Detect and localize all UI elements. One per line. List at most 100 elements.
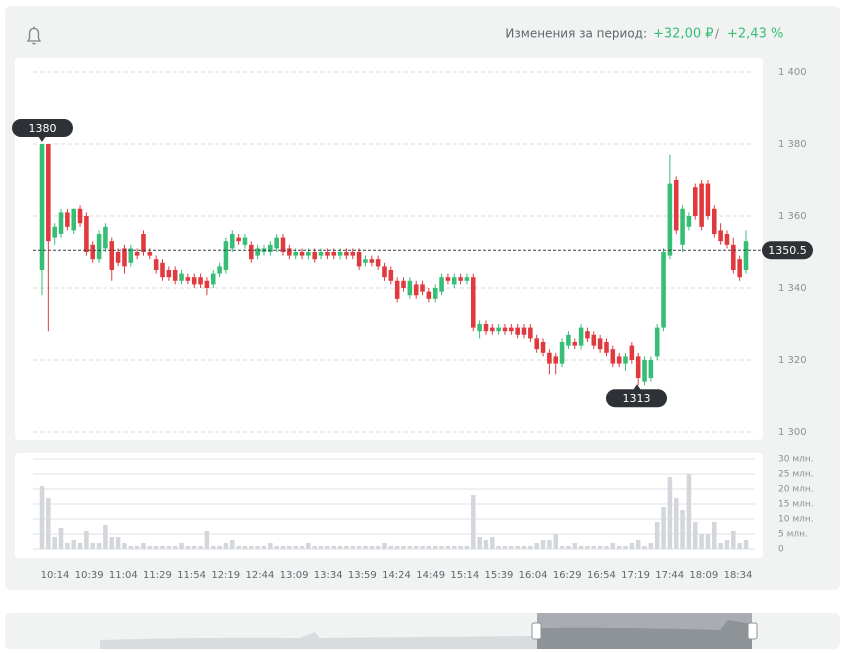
candle-body xyxy=(382,266,387,278)
navigator-handle[interactable] xyxy=(747,622,758,640)
volume-bar xyxy=(559,546,565,549)
candle-body xyxy=(325,252,330,256)
x-tick-label: 13:09 xyxy=(280,570,309,581)
candle-body xyxy=(477,324,482,332)
volume-bar xyxy=(293,546,298,549)
volume-bar xyxy=(39,486,45,549)
volume-bar xyxy=(153,546,159,549)
candle-body xyxy=(217,266,222,274)
volume-bar xyxy=(413,546,419,549)
x-tick-label: 16:54 xyxy=(587,570,616,581)
candle-body xyxy=(439,277,444,292)
volume-bar xyxy=(356,546,362,549)
candle-body xyxy=(229,234,235,249)
volume-tick-label: 20 млн. xyxy=(778,485,814,495)
volume-bar xyxy=(394,546,400,549)
volume-bar xyxy=(172,546,178,549)
candle-body xyxy=(274,237,279,249)
volume-tick-label: 30 млн. xyxy=(778,455,814,465)
volume-bar xyxy=(306,543,311,549)
candle-body xyxy=(268,244,273,252)
candle-body xyxy=(115,252,121,263)
volume-bar xyxy=(591,546,597,549)
volume-bar xyxy=(528,546,533,549)
max-label-bg xyxy=(12,119,73,137)
candle-body xyxy=(318,252,324,256)
candle-body xyxy=(426,291,432,299)
price-card xyxy=(15,58,763,440)
candle-body xyxy=(528,327,533,339)
volume-bar xyxy=(731,531,736,549)
volume-bar xyxy=(667,477,673,549)
candle-body xyxy=(344,252,349,256)
volume-bar xyxy=(705,534,711,549)
candle-body xyxy=(566,334,571,346)
volume-bar xyxy=(401,546,406,549)
volume-bar xyxy=(141,543,146,549)
candle-body xyxy=(502,327,508,332)
candle-body xyxy=(559,342,565,364)
candle-body xyxy=(134,252,140,256)
candle-body xyxy=(623,356,628,364)
volume-card xyxy=(15,453,763,558)
x-tick-label: 14:49 xyxy=(416,570,445,581)
volume-bar xyxy=(610,543,616,549)
volume-bar xyxy=(470,495,476,549)
y-tick-label: 1 380 xyxy=(778,139,807,150)
candle-body xyxy=(470,277,476,328)
candle-body xyxy=(306,252,311,256)
volume-bar xyxy=(325,546,330,549)
volume-bar xyxy=(299,546,305,549)
y-tick-label: 1 400 xyxy=(778,67,807,78)
volume-bar xyxy=(312,546,318,549)
volume-bar xyxy=(407,546,413,549)
x-tick-label: 14:24 xyxy=(382,570,411,581)
candle-body xyxy=(705,183,711,216)
candle-body xyxy=(299,252,305,256)
candle-body xyxy=(179,273,184,281)
candle-body xyxy=(585,331,590,339)
volume-bar xyxy=(547,540,552,549)
candle-body xyxy=(667,183,673,256)
candle-body xyxy=(249,244,254,260)
change-label: Изменения за период: xyxy=(505,27,647,41)
candle-body xyxy=(699,183,704,227)
volume-bar xyxy=(477,537,482,549)
candle-body xyxy=(58,212,64,234)
candle-body xyxy=(451,277,457,285)
volume-bar xyxy=(604,546,609,549)
volume-bar xyxy=(578,546,584,549)
volume-bar xyxy=(147,546,153,549)
candle-body xyxy=(71,208,76,231)
volume-tick-label: 0 xyxy=(778,545,784,555)
candle-body xyxy=(458,277,463,281)
volume-bar xyxy=(597,546,603,549)
volume-bar xyxy=(109,537,115,549)
volume-bar xyxy=(249,546,254,549)
candle-body xyxy=(337,252,343,256)
candle-body xyxy=(52,226,57,238)
navigator-handle[interactable] xyxy=(531,622,542,640)
candle-body xyxy=(629,345,635,360)
volume-bar xyxy=(585,546,590,549)
candle-body xyxy=(547,352,552,364)
volume-bar xyxy=(210,546,216,549)
volume-bar xyxy=(623,546,628,549)
navigator-selection-area xyxy=(537,620,752,649)
candle-body xyxy=(737,259,742,278)
volume-bar xyxy=(502,546,508,549)
navigator[interactable] xyxy=(5,613,840,649)
volume-bar xyxy=(629,543,635,549)
bell-icon[interactable] xyxy=(26,26,42,45)
volume-bar xyxy=(204,531,210,549)
volume-bar xyxy=(635,540,641,549)
candle-body xyxy=(432,288,438,299)
volume-bar xyxy=(363,546,368,549)
volume-bar xyxy=(540,540,546,549)
candle-body xyxy=(166,270,172,278)
y-tick-label: 1 300 xyxy=(778,427,807,438)
candle-body xyxy=(185,277,191,281)
candle-body xyxy=(394,280,400,299)
